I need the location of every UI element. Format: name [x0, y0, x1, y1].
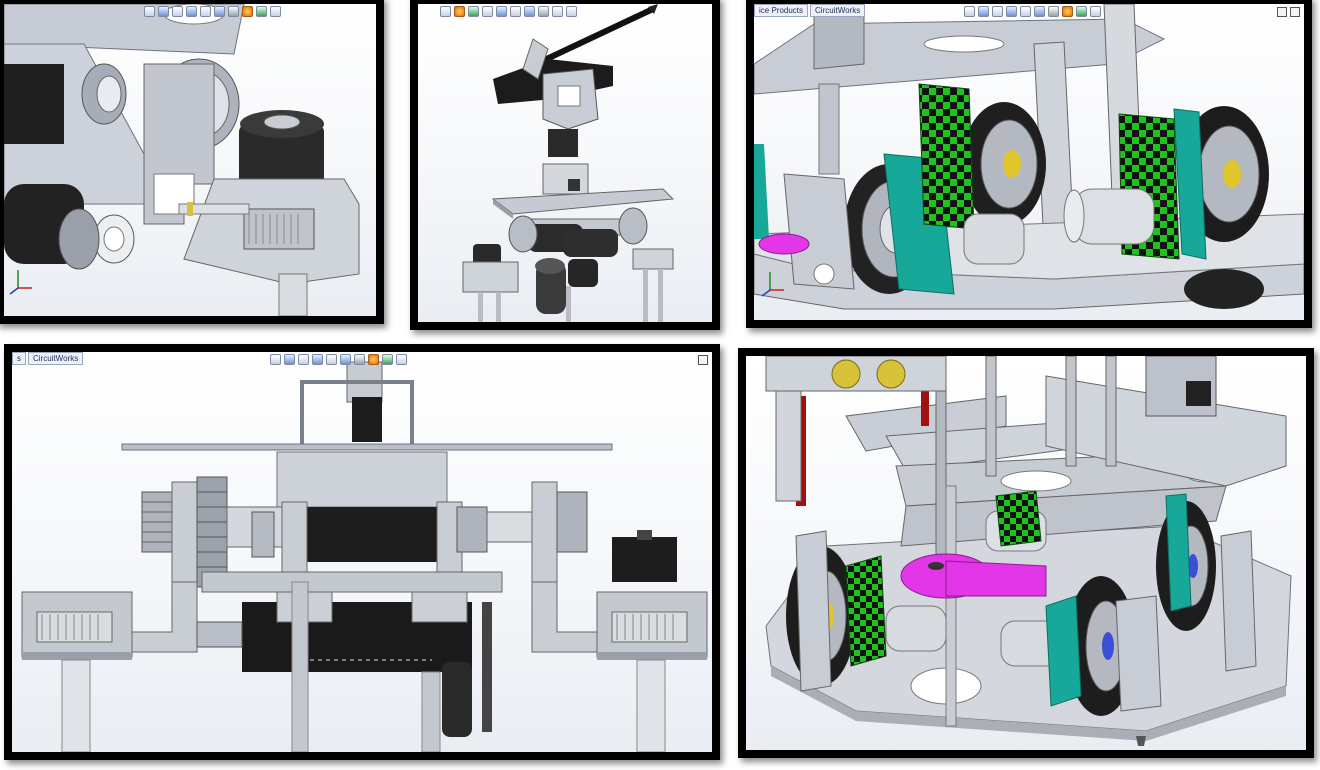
zoom-to-fit-icon[interactable]: [440, 6, 451, 17]
cad-model-gearbox-closeup: [4, 4, 360, 316]
display-style-icon[interactable]: [1034, 6, 1045, 17]
hide-show-icon[interactable]: [538, 6, 549, 17]
zoom-area-icon[interactable]: [978, 6, 989, 17]
edit-appearance-icon[interactable]: [1062, 6, 1073, 17]
tab-products[interactable]: s: [12, 352, 26, 365]
cad-viewport-2[interactable]: [418, 4, 712, 322]
view-settings-icon[interactable]: [1090, 6, 1101, 17]
section-view-icon[interactable]: [510, 6, 521, 17]
edit-appearance-icon[interactable]: [454, 6, 465, 17]
viewport-panel-1[interactable]: [0, 0, 384, 324]
apply-scene-icon[interactable]: [468, 6, 479, 17]
view-orientation-icon[interactable]: [524, 6, 535, 17]
apply-scene-icon[interactable]: [1076, 6, 1087, 17]
edit-appearance-icon[interactable]: [368, 354, 379, 365]
view-toolbar-4: [270, 354, 407, 365]
apply-scene-icon[interactable]: [256, 6, 267, 17]
zoom-to-fit-icon[interactable]: [964, 6, 975, 17]
tab-circuitworks[interactable]: CircuitWorks: [810, 4, 866, 17]
previous-view-icon[interactable]: [566, 6, 577, 17]
cad-model-isometric-chassis: [765, 356, 1292, 746]
tab-circuitworks[interactable]: CircuitWorks: [28, 352, 84, 365]
view-toolbar-3: [964, 6, 1101, 17]
cad-model-pan-tilt: [462, 4, 675, 322]
view-orientation-icon[interactable]: [326, 354, 337, 365]
restore-icon[interactable]: [1277, 7, 1287, 17]
axis-triad-icon: [9, 270, 32, 295]
cad-viewport-4[interactable]: s CircuitWorks: [12, 352, 712, 752]
cad-viewport-5[interactable]: [746, 356, 1306, 750]
previous-view-icon[interactable]: [298, 354, 309, 365]
zoom-to-fit-icon[interactable]: [144, 6, 155, 17]
maximize-icon[interactable]: [1290, 7, 1300, 17]
zoom-to-fit-icon[interactable]: [270, 354, 281, 365]
viewport-panel-2[interactable]: [410, 0, 720, 330]
window-controls-3: [1277, 7, 1300, 17]
viewport-panel-3[interactable]: ice Products CircuitWorks: [746, 0, 1312, 328]
edit-appearance-icon[interactable]: [242, 6, 253, 17]
display-style-icon[interactable]: [340, 354, 351, 365]
view-settings-icon[interactable]: [396, 354, 407, 365]
previous-view-icon[interactable]: [992, 6, 1003, 17]
display-style-icon[interactable]: [496, 6, 507, 17]
cad-viewport-3[interactable]: ice Products CircuitWorks: [754, 4, 1304, 320]
zoom-area-icon[interactable]: [284, 354, 295, 365]
cad-model-front-view: [21, 361, 708, 752]
axis-triad-icon: [761, 272, 784, 297]
window-controls-4: [698, 355, 708, 365]
taskpane-tabs-3: ice Products CircuitWorks: [754, 4, 867, 17]
cad-model-mecanum-chassis: [754, 4, 1304, 310]
display-style-icon[interactable]: [214, 6, 225, 17]
zoom-area-icon[interactable]: [158, 6, 169, 17]
hide-show-icon[interactable]: [1048, 6, 1059, 17]
viewport-panel-5[interactable]: [738, 348, 1314, 758]
cad-viewport-1[interactable]: [4, 4, 376, 316]
apply-scene-icon[interactable]: [382, 354, 393, 365]
viewport-panel-4[interactable]: s CircuitWorks: [4, 344, 720, 760]
previous-view-icon[interactable]: [172, 6, 183, 17]
view-settings-icon[interactable]: [270, 6, 281, 17]
view-orientation-icon[interactable]: [200, 6, 211, 17]
hide-show-icon[interactable]: [228, 6, 239, 17]
taskpane-tabs-4: s CircuitWorks: [12, 352, 85, 365]
view-toolbar-2: [440, 6, 577, 17]
view-toolbar-1: [144, 6, 281, 17]
section-view-icon[interactable]: [186, 6, 197, 17]
section-view-icon[interactable]: [1006, 6, 1017, 17]
view-orientation-icon[interactable]: [1020, 6, 1031, 17]
zoom-area-icon[interactable]: [552, 6, 563, 17]
restore-icon[interactable]: [698, 355, 708, 365]
view-settings-icon[interactable]: [482, 6, 493, 17]
tab-products[interactable]: ice Products: [754, 4, 809, 17]
section-view-icon[interactable]: [312, 354, 323, 365]
hide-show-icon[interactable]: [354, 354, 365, 365]
